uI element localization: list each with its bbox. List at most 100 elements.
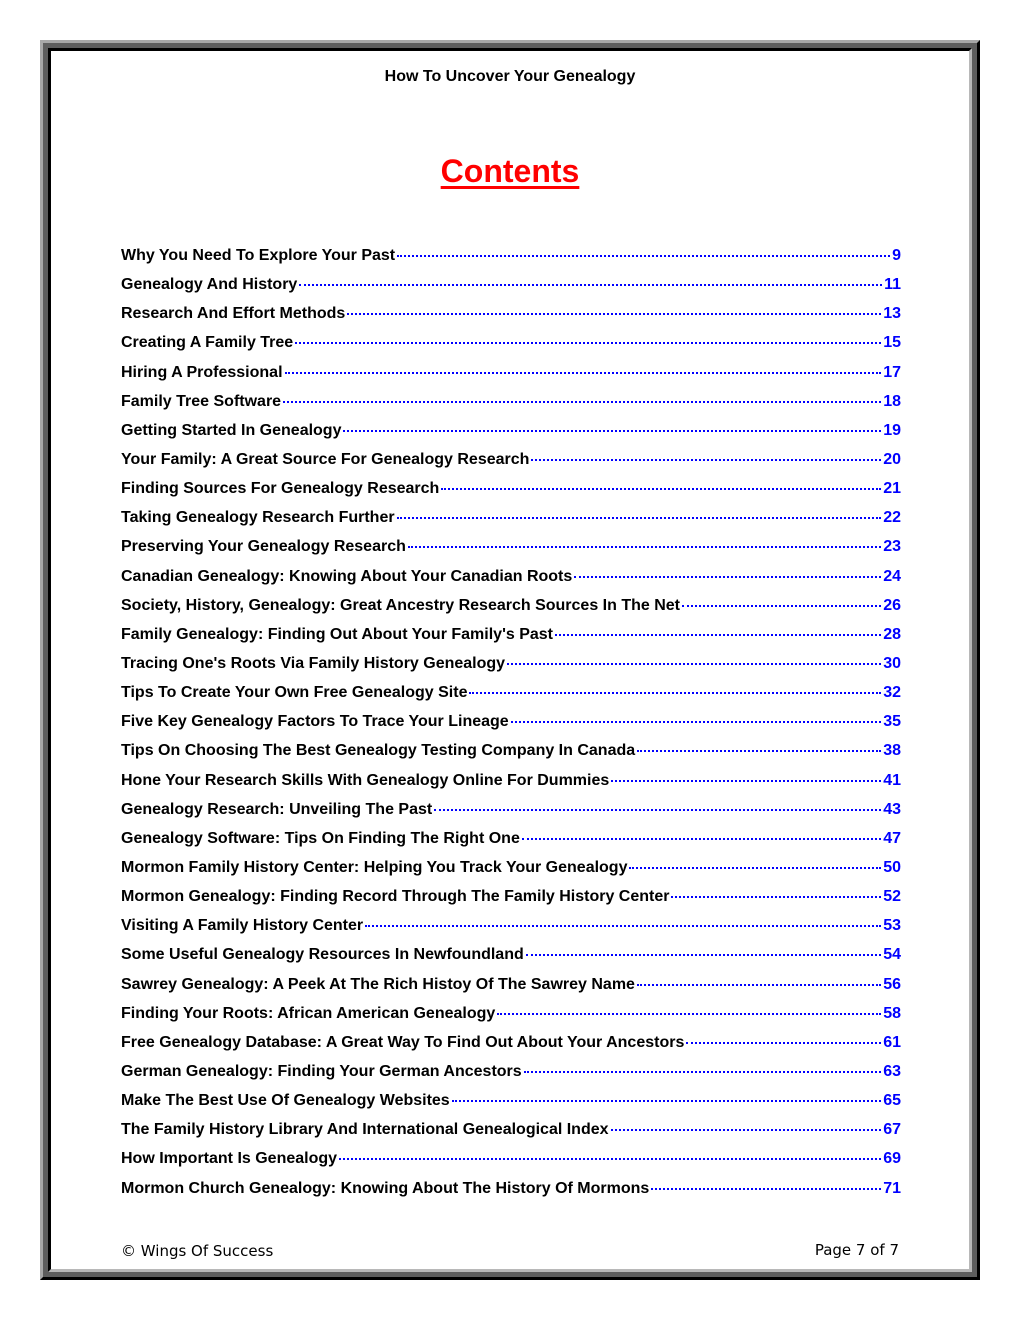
toc-entry-title: Hone Your Research Skills With Genealogy… — [121, 771, 610, 789]
dot-leader — [611, 779, 882, 782]
dot-leader — [469, 692, 882, 695]
dot-leader — [441, 488, 882, 491]
toc-entry-page: 52 — [883, 888, 901, 906]
toc-entry[interactable]: Mormon Family History Center: Helping Yo… — [121, 859, 901, 888]
toc-entry[interactable]: Why You Need To Explore Your Past 9 — [121, 247, 901, 276]
dot-leader — [636, 983, 882, 986]
toc-entry-title: Getting Started In Genealogy — [121, 421, 342, 439]
toc-entry-title: German Genealogy: Finding Your German An… — [121, 1062, 522, 1080]
toc-entry[interactable]: Canadian Genealogy: Knowing About Your C… — [121, 568, 901, 597]
toc-entry-page: 21 — [883, 480, 901, 498]
toc-entry-title: Why You Need To Explore Your Past — [121, 247, 396, 264]
toc-entry-page: 30 — [883, 654, 901, 672]
toc-entry[interactable]: Genealogy And History 11 — [121, 276, 901, 305]
toc-entry[interactable]: Society, History, Genealogy: Great Ances… — [121, 597, 901, 626]
toc-entry-title: Genealogy Research: Unveiling The Past — [121, 800, 433, 818]
toc-entry-page: 11 — [884, 276, 901, 294]
toc-entry[interactable]: Hiring A Professional 17 — [121, 364, 901, 393]
toc-entry[interactable]: Family Tree Software 18 — [121, 393, 901, 422]
toc-entry[interactable]: Finding Your Roots: African American Gen… — [121, 1005, 901, 1034]
toc-entry-page: 26 — [883, 596, 901, 614]
toc-entry-title: Preserving Your Genealogy Research — [121, 538, 406, 556]
toc-entry-page: 63 — [883, 1062, 901, 1080]
toc-entry[interactable]: Genealogy Research: Unveiling The Past 43 — [121, 801, 901, 830]
toc-entry-page: 13 — [883, 305, 901, 323]
dot-leader — [521, 837, 882, 840]
toc-entry-page: 32 — [883, 684, 901, 702]
toc-entry-page: 50 — [883, 858, 901, 876]
toc-entry-page: 24 — [883, 567, 901, 585]
toc-entry[interactable]: Taking Genealogy Research Further 22 — [121, 509, 901, 538]
toc-entry-title: Mormon Church Genealogy: Knowing About T… — [121, 1179, 650, 1197]
dot-leader — [497, 1012, 882, 1015]
toc-entry-title: Your Family: A Great Source For Genealog… — [121, 450, 530, 468]
toc-entry-title: Some Useful Genealogy Resources In Newfo… — [121, 946, 524, 964]
toc-entry[interactable]: Make The Best Use Of Genealogy Websites 6… — [121, 1092, 901, 1121]
toc-entry[interactable]: Mormon Genealogy: Finding Record Through… — [121, 888, 901, 917]
toc-entry[interactable]: How Important Is Genealogy 69 — [121, 1150, 901, 1179]
toc-entry-title: Tips To Create Your Own Free Genealogy S… — [121, 684, 468, 702]
toc-entry[interactable]: German Genealogy: Finding Your German An… — [121, 1063, 901, 1092]
dot-leader — [295, 342, 882, 345]
toc-entry[interactable]: The Family History Library And Internati… — [121, 1121, 901, 1150]
toc-entry-page: 20 — [883, 450, 901, 468]
running-header: How To Uncover Your Genealogy — [384, 68, 636, 85]
toc-entry[interactable]: Visiting A Family History Center 53 — [121, 917, 901, 946]
dot-leader — [523, 1070, 882, 1073]
toc-entry[interactable]: Tips On Choosing The Best Genealogy Test… — [121, 742, 901, 771]
dot-leader — [407, 546, 882, 549]
toc-entry-title: Sawrey Genealogy: A Peek At The Rich His… — [121, 975, 635, 993]
toc-entry-title: The Family History Library And Internati… — [121, 1121, 609, 1139]
dot-leader — [397, 255, 891, 257]
toc-entry[interactable]: Sawrey Genealogy: A Peek At The Rich His… — [121, 976, 901, 1005]
toc-entry-title: Society, History, Genealogy: Great Ances… — [121, 596, 681, 614]
toc-entry[interactable]: Research And Effort Methods 13 — [121, 305, 901, 334]
document-page: How To Uncover Your Genealogy Contents W… — [48, 48, 972, 1272]
toc-entry-page: 35 — [883, 713, 901, 731]
page-frame: How To Uncover Your Genealogy Contents W… — [40, 40, 980, 1280]
toc-entry-title: Finding Your Roots: African American Gen… — [121, 1004, 496, 1022]
toc-entry-title: Genealogy And History — [121, 276, 298, 294]
dot-leader — [339, 1158, 882, 1161]
dot-leader — [555, 633, 882, 636]
dot-leader — [525, 954, 882, 957]
toc-entry[interactable]: Genealogy Software: Tips On Finding The … — [121, 830, 901, 859]
toc-entry-page: 9 — [892, 247, 901, 264]
table-of-contents: Why You Need To Explore Your Past 9 Geneal… — [121, 247, 901, 1209]
toc-entry-page: 65 — [883, 1092, 901, 1110]
toc-entry[interactable]: Hone Your Research Skills With Genealogy… — [121, 772, 901, 801]
toc-entry[interactable]: Tips To Create Your Own Free Genealogy S… — [121, 684, 901, 713]
dot-leader — [451, 1100, 882, 1103]
toc-entry-title: Five Key Genealogy Factors To Trace Your… — [121, 713, 509, 731]
toc-entry-page: 54 — [883, 946, 901, 964]
toc-entry-title: Creating A Family Tree — [121, 334, 294, 352]
toc-entry[interactable]: Getting Started In Genealogy 19 — [121, 422, 901, 451]
toc-entry[interactable]: Your Family: A Great Source For Genealog… — [121, 451, 901, 480]
toc-entry[interactable]: Free Genealogy Database: A Great Way To … — [121, 1034, 901, 1063]
dot-leader — [347, 313, 882, 316]
toc-entry[interactable]: Tracing One's Roots Via Family History G… — [121, 655, 901, 684]
dot-leader — [299, 284, 883, 287]
toc-entry[interactable]: Family Genealogy: Finding Out About Your… — [121, 626, 901, 655]
dot-leader — [283, 400, 882, 403]
toc-entry-title: Genealogy Software: Tips On Finding The … — [121, 829, 520, 847]
toc-entry-title: Research And Effort Methods — [121, 305, 346, 323]
toc-entry[interactable]: Some Useful Genealogy Resources In Newfo… — [121, 946, 901, 975]
toc-entry-title: Taking Genealogy Research Further — [121, 509, 395, 527]
dot-leader — [365, 925, 882, 928]
toc-entry-page: 38 — [883, 742, 901, 760]
toc-entry-page: 18 — [883, 392, 901, 410]
dot-leader — [510, 721, 882, 724]
toc-entry[interactable]: Creating A Family Tree 15 — [121, 334, 901, 363]
dot-leader — [629, 866, 882, 869]
toc-entry-page: 41 — [883, 771, 901, 789]
toc-entry[interactable]: Finding Sources For Genealogy Research 21 — [121, 480, 901, 509]
toc-entry[interactable]: Mormon Church Genealogy: Knowing About T… — [121, 1180, 901, 1209]
toc-entry-page: 53 — [883, 917, 901, 935]
dot-leader — [651, 1187, 882, 1190]
toc-entry-page: 61 — [883, 1033, 901, 1051]
footer-page-number: Page 7 of 7 — [814, 1241, 899, 1259]
toc-entry[interactable]: Preserving Your Genealogy Research 23 — [121, 538, 901, 567]
toc-entry[interactable]: Five Key Genealogy Factors To Trace Your… — [121, 713, 901, 742]
toc-entry-page: 67 — [883, 1121, 901, 1139]
